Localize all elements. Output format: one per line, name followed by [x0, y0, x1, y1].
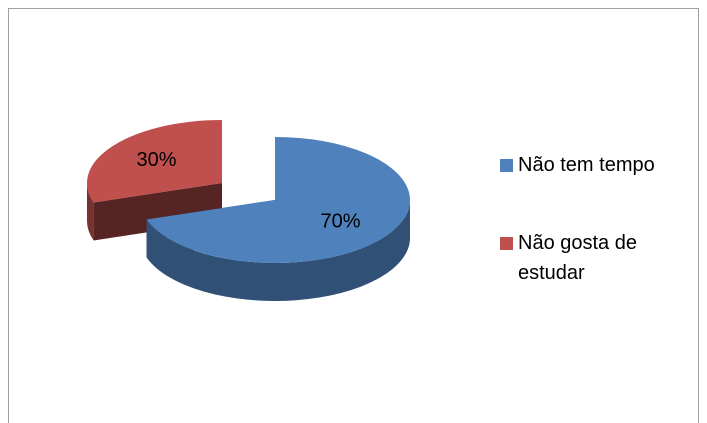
slice-side [146, 200, 411, 301]
data-label: 30% [136, 149, 176, 171]
slice-side [87, 183, 94, 241]
legend-label: Não gosta de estudar [518, 232, 637, 284]
legend-swatch [500, 237, 513, 250]
legend-item: Não tem tempo [500, 150, 693, 180]
pie-slice [146, 137, 411, 301]
pie-slice [86, 120, 223, 241]
data-label: 70% [321, 210, 361, 232]
slice-top [146, 137, 411, 263]
legend-item: Não gosta de estudar [500, 228, 693, 288]
legend-swatch [500, 159, 513, 172]
slice-top [86, 120, 222, 203]
legend-label: Não tem tempo [518, 154, 655, 176]
slice-wall [93, 183, 223, 241]
chart-border [8, 8, 699, 423]
